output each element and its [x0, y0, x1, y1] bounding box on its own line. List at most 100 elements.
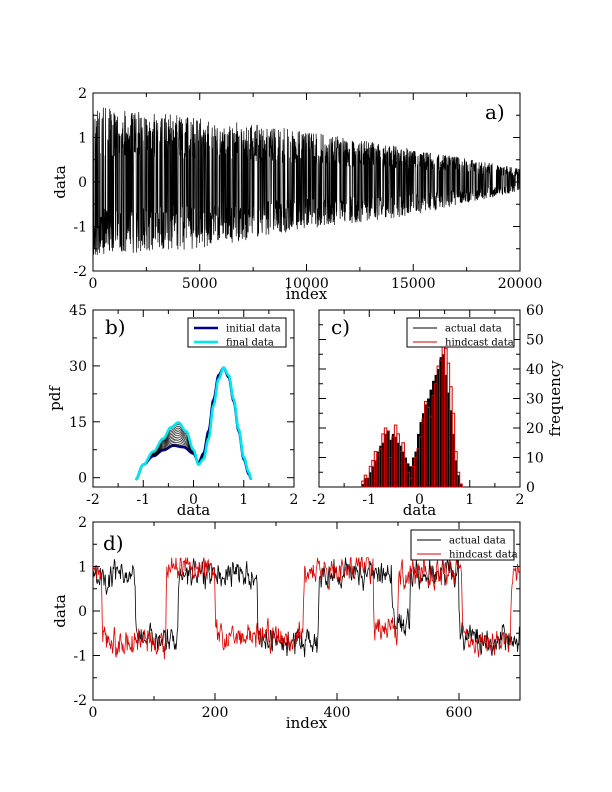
panel-d-series-actual	[93, 557, 520, 658]
bar-actual	[361, 484, 365, 487]
y-tick-label: 30	[526, 392, 544, 408]
y-tick-label: 1	[78, 131, 87, 147]
panel-b-legend: initial data final data	[187, 317, 287, 349]
bar-actual	[376, 451, 380, 487]
x-tick-label: 10000	[284, 276, 329, 292]
x-tick-label: 200	[202, 705, 229, 721]
bar-actual	[447, 392, 450, 487]
legend-label-hindcast: hindcast data	[449, 550, 518, 561]
legend-label-final: final data	[226, 338, 274, 349]
x-tick-label: 600	[446, 705, 473, 721]
bar-hindcast	[456, 471, 461, 488]
panel-b-axes: -2 -1 0 1 2 0 15 30 45 data pdf	[46, 303, 298, 519]
legend-box	[410, 529, 515, 561]
y-tick-label: 0	[78, 471, 87, 487]
x-tick-label: 5000	[182, 276, 218, 292]
y-tick-label: 40	[526, 362, 544, 378]
panel-a-series-data	[93, 107, 520, 255]
bar-actual	[369, 472, 372, 487]
bar-actual	[371, 466, 375, 487]
panel-a-label: a)	[485, 100, 505, 124]
bar-actual	[399, 445, 402, 487]
legend-label-initial: initial data	[226, 324, 281, 335]
panel-c-bars	[361, 339, 463, 488]
bar-actual	[419, 422, 423, 487]
bar-actual	[454, 460, 458, 487]
legend-label-hindcast: hindcast data	[445, 338, 514, 349]
legend-label-actual: actual data	[445, 324, 502, 335]
x-axis-label: index	[286, 714, 328, 732]
bar-actual	[432, 380, 435, 487]
x-tick-label: 1	[239, 492, 248, 508]
bar-actual	[457, 475, 460, 487]
bar-actual	[409, 466, 412, 487]
x-tick-label: -1	[136, 492, 150, 508]
bar-actual	[422, 413, 425, 487]
bar-hindcast	[454, 451, 458, 488]
bar-actual	[404, 457, 407, 487]
x-tick-label: 0	[415, 492, 424, 508]
bar-actual	[452, 433, 455, 487]
y-tick-label: -2	[73, 264, 87, 280]
y-tick-label: 2	[78, 86, 87, 102]
bar-hindcast	[459, 483, 463, 488]
bar-actual	[429, 389, 433, 487]
bar-actual	[381, 442, 385, 487]
bar-actual	[394, 436, 397, 487]
x-tick-label: 0	[89, 276, 98, 292]
bar-actual	[424, 404, 428, 487]
x-tick-label: 400	[324, 705, 351, 721]
x-tick-label: 0	[89, 705, 98, 721]
y-axis-label: frequency	[546, 360, 564, 437]
pdf-curve-final	[135, 366, 253, 481]
y-tick-label: 0	[78, 175, 87, 191]
legend-label-actual: actual data	[449, 536, 506, 547]
y-tick-label: 0	[78, 604, 87, 620]
y-tick-label: 0	[526, 480, 535, 496]
panel-d-legend: actual data hindcast data	[410, 529, 518, 561]
bar-actual	[449, 410, 453, 487]
panel-d-series-hindcast	[93, 556, 520, 660]
x-tick-label: 1	[465, 492, 474, 508]
bar-actual	[364, 478, 367, 487]
y-tick-label: 60	[526, 303, 544, 319]
bar-actual	[386, 430, 390, 487]
bar-actual	[401, 451, 405, 487]
bar-actual	[384, 433, 387, 487]
bar-actual	[414, 451, 417, 487]
y-tick-label: -1	[73, 220, 87, 236]
panel-c-label: c)	[331, 315, 350, 339]
y-tick-label: 2	[78, 515, 87, 531]
x-tick-label: 2	[290, 492, 299, 508]
y-tick-label: 20	[526, 421, 544, 437]
y-tick-label: 50	[526, 333, 544, 349]
x-tick-label: 20000	[498, 276, 543, 292]
y-axis-label: pdf	[46, 385, 64, 411]
y-tick-label: 45	[69, 303, 87, 319]
bar-actual	[439, 357, 443, 487]
panel-b-curves	[135, 366, 253, 481]
y-tick-label: 30	[69, 359, 87, 375]
bar-actual	[442, 354, 445, 487]
bar-hindcast	[451, 412, 456, 488]
panel-b-label: b)	[105, 315, 126, 339]
bar-actual	[391, 433, 395, 487]
panel-c-legend: actual data hindcast data	[406, 317, 515, 349]
bar-actual	[434, 374, 438, 487]
y-tick-label: -1	[73, 649, 87, 665]
y-axis-label: data	[51, 165, 69, 199]
y-tick-label: 15	[69, 415, 87, 431]
bar-actual	[366, 478, 370, 487]
panel-d-label: d)	[103, 531, 124, 555]
x-tick-label: -1	[362, 492, 376, 508]
x-tick-label: -2	[312, 492, 326, 508]
panel-d-axes: 0 200 400 600 -2 -1 0 1 2 index data	[51, 515, 521, 732]
bar-actual	[406, 463, 410, 487]
x-tick-label: 15000	[391, 276, 436, 292]
x-axis-label: data	[403, 501, 437, 519]
x-axis-label: data	[177, 501, 211, 519]
bar-actual	[437, 369, 440, 487]
y-tick-label: -2	[73, 693, 87, 709]
bar-actual	[444, 374, 448, 487]
